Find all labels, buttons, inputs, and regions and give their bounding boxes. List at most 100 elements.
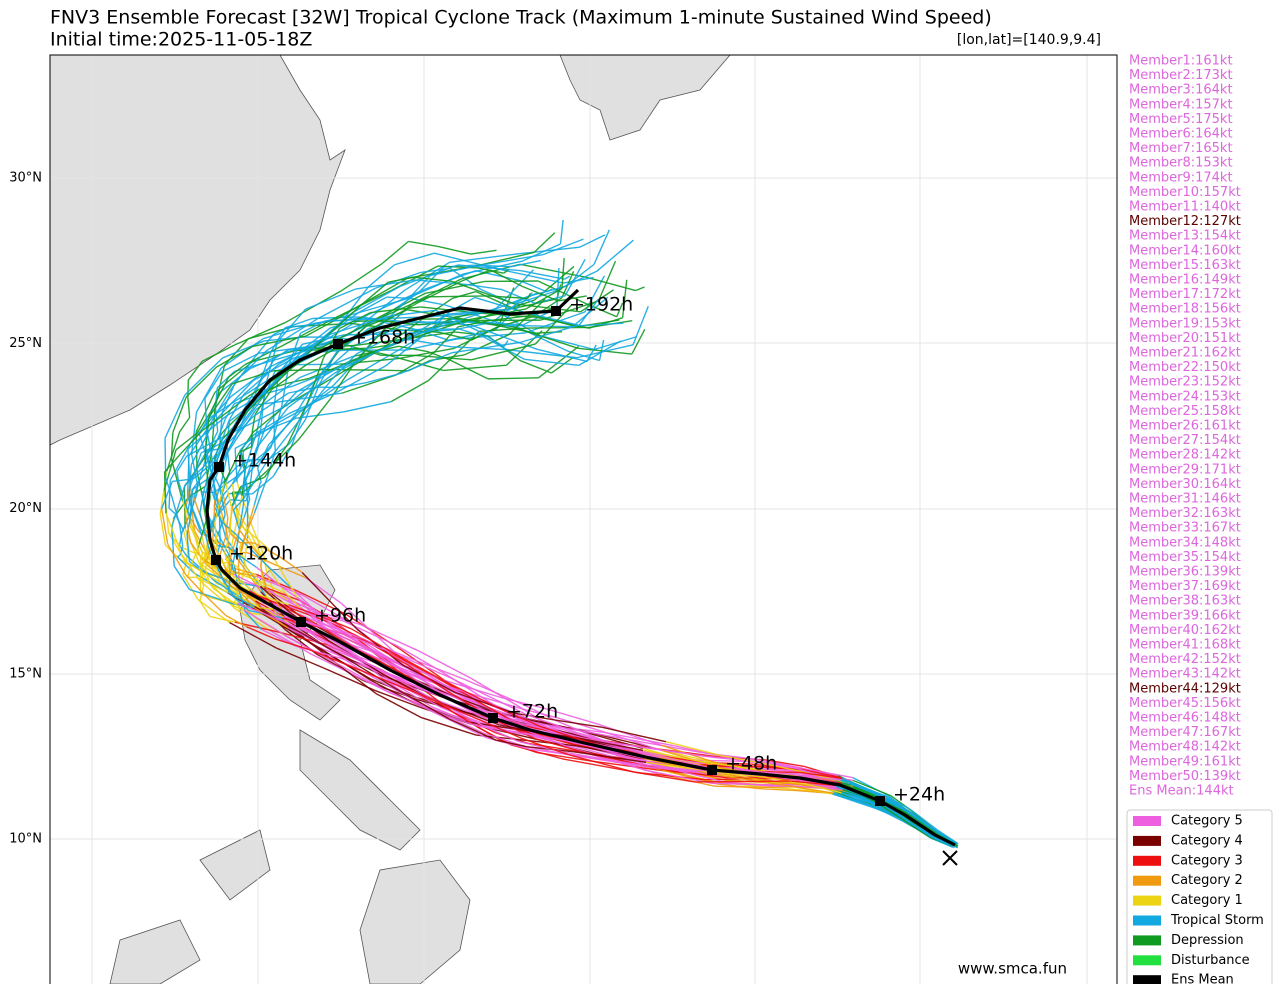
graticule <box>50 55 1117 984</box>
member-label: Member39:166kt <box>1129 608 1241 623</box>
member-track-segment <box>765 759 805 768</box>
legend-swatch <box>1133 816 1161 826</box>
member-track-segment <box>631 328 646 355</box>
member-track-segment <box>484 725 519 743</box>
member-track-segment <box>236 534 265 564</box>
member-track-segment <box>289 347 315 350</box>
member-track-segment <box>333 346 388 375</box>
member-track-segment <box>168 507 176 515</box>
member-track-segment <box>271 363 308 390</box>
member-track-segment <box>406 338 457 351</box>
member-track-segment <box>517 291 553 304</box>
member-track-segment <box>160 508 169 545</box>
member-track-segment <box>204 398 208 432</box>
member-track-segment <box>232 498 244 511</box>
member-track-segment <box>213 380 254 422</box>
member-track-segment <box>335 365 386 394</box>
member-track-segment <box>511 259 541 268</box>
member-track-segment <box>725 781 769 787</box>
member-track-segment <box>716 783 760 790</box>
member-track-segment <box>721 754 767 765</box>
member-track-segment <box>521 243 561 262</box>
member-track-segment <box>197 517 208 548</box>
member-track-segment <box>431 311 488 318</box>
member-track-segment <box>202 554 207 564</box>
member-track-segment <box>251 414 256 433</box>
member-track-segment <box>428 356 454 382</box>
member-track-segment <box>712 771 765 778</box>
member-label: Member22:150kt <box>1129 360 1241 375</box>
member-label: Member27:154kt <box>1129 433 1241 448</box>
member-track-segment <box>259 346 305 354</box>
member-track-segment <box>413 354 472 361</box>
member-label: Member42:152kt <box>1129 652 1241 667</box>
member-track-segment <box>387 678 444 709</box>
member-track-segment <box>165 512 183 555</box>
member-track-segment <box>228 540 237 563</box>
legend-label: Category 1 <box>1171 893 1243 908</box>
member-track-segment <box>314 351 338 383</box>
member-track-segment <box>758 766 802 771</box>
member-track-segment <box>521 737 570 756</box>
member-track-segment <box>558 295 587 302</box>
member-track-segment <box>270 405 283 448</box>
member-track-segment <box>311 633 372 666</box>
member-track-segment <box>186 534 191 562</box>
member-track-segment <box>221 380 237 413</box>
member-track-segment <box>238 541 255 544</box>
member-track-segment <box>497 311 541 337</box>
member-track-segment <box>274 348 290 359</box>
member-track-segment <box>305 621 353 638</box>
member-track-segment <box>234 321 286 346</box>
member-track-segment <box>216 345 253 368</box>
member-track-segment <box>580 322 624 327</box>
member-track-segment <box>206 390 231 430</box>
member-track-segment <box>750 770 795 776</box>
member-track-segment <box>246 626 275 640</box>
member-track-segment <box>232 509 241 531</box>
member-track-segment <box>404 657 450 678</box>
member-track-segment <box>456 332 526 340</box>
member-track-segment <box>253 482 262 506</box>
member-track-segment <box>259 565 268 589</box>
member-track-segment <box>564 263 595 288</box>
member-track-segment <box>401 352 452 374</box>
member-track-segment <box>885 795 911 810</box>
member-track-segment <box>329 629 374 653</box>
member-track-segment <box>392 652 442 680</box>
member-track-segment <box>242 512 256 542</box>
member-track-segment <box>604 731 674 747</box>
member-track-segment <box>243 499 251 518</box>
member-track-segment <box>388 276 414 283</box>
member-track-segment <box>305 322 331 337</box>
member-track-segment <box>328 647 366 664</box>
member-track-segment <box>641 741 705 754</box>
member-track-segment <box>909 814 940 836</box>
member-track-segment <box>296 361 348 393</box>
member-track-segment <box>503 340 509 348</box>
member-track-segment <box>166 431 181 472</box>
member-track-segment <box>218 545 230 549</box>
time-marker <box>488 713 498 723</box>
member-track-segment <box>186 440 216 457</box>
member-track-segment <box>214 387 218 408</box>
member-track-segment <box>594 336 637 351</box>
member-track-segment <box>333 660 377 695</box>
member-track-segment <box>190 412 198 455</box>
member-track-segment <box>225 614 247 628</box>
member-track-segment <box>204 417 210 458</box>
member-label: Member23:152kt <box>1129 375 1241 390</box>
member-track-segment <box>272 447 292 477</box>
ensemble-mean-track: +24h +48h +72h +96h +120h +144h +168h +192h <box>205 288 958 866</box>
member-track-segment <box>184 357 223 396</box>
member-track-segment <box>761 770 801 774</box>
member-label: Member32:163kt <box>1129 506 1241 521</box>
member-track-segment <box>900 815 932 838</box>
member-track-segment <box>429 709 487 739</box>
member-label: Member33:167kt <box>1129 521 1241 536</box>
member-track-segment <box>938 832 958 844</box>
member-track-segment <box>573 751 647 764</box>
member-track-segment <box>591 760 666 772</box>
member-track-segment <box>321 349 346 353</box>
